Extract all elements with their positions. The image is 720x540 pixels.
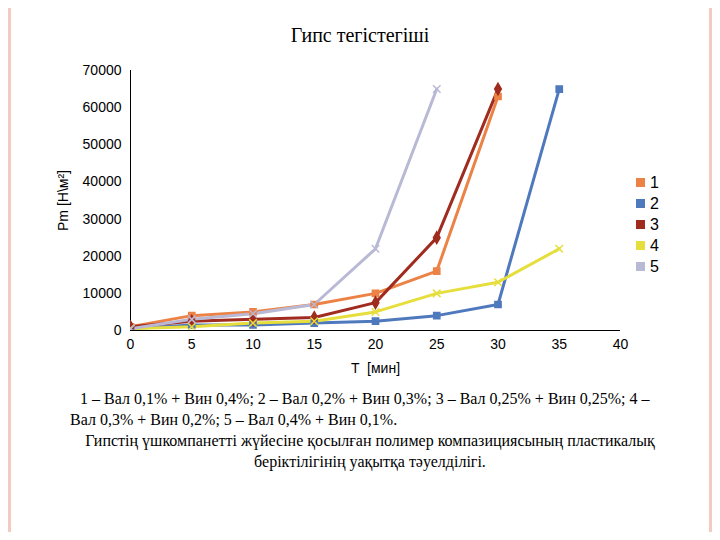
svg-text:T [мин]: T [мин] xyxy=(351,360,400,376)
svg-text:50000: 50000 xyxy=(83,136,122,152)
html-text:Гипстің үшкомпанетті жүйесіне: Гипстің үшкомпанетті жүйесіне қосылған п… xyxy=(85,432,655,470)
svg-text:40: 40 xyxy=(613,336,629,352)
svg-text:0: 0 xyxy=(127,336,135,352)
svg-text:5: 5 xyxy=(188,336,196,352)
html-text:4: 4 xyxy=(650,236,659,254)
svg-text:40000: 40000 xyxy=(83,173,122,189)
html-text:5: 5 xyxy=(650,257,659,275)
svg-text:25: 25 xyxy=(429,336,445,352)
svg-text:70000: 70000 xyxy=(83,62,122,78)
svg-text:15: 15 xyxy=(306,336,322,352)
svg-text:10: 10 xyxy=(245,336,261,352)
svg-text:0: 0 xyxy=(114,322,122,338)
html-text:Гипс тегістегіші: Гипс тегістегіші xyxy=(290,24,430,46)
svg-text:30: 30 xyxy=(490,336,506,352)
html-text:2: 2 xyxy=(650,194,659,212)
svg-text:30000: 30000 xyxy=(83,211,122,227)
svg-text:10000: 10000 xyxy=(83,285,122,301)
svg-text:20: 20 xyxy=(368,336,384,352)
svg-text:35: 35 xyxy=(551,336,567,352)
svg-text:20000: 20000 xyxy=(83,248,122,264)
html-text:3: 3 xyxy=(650,215,659,233)
html-text:1: 1 xyxy=(650,173,659,191)
svg-text:60000: 60000 xyxy=(83,99,122,115)
svg-text:Pm [Н\м²]: Pm [Н\м²] xyxy=(55,170,71,231)
html-text:1 – Вал 0,1% + Вин 0,4%; 2 – В: 1 – Вал 0,1% + Вин 0,4%; 2 – Вал 0,2% + … xyxy=(70,390,650,428)
